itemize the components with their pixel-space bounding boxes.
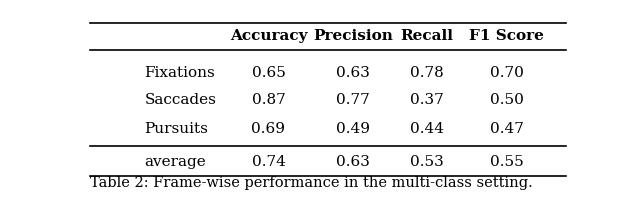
Text: average: average — [145, 155, 206, 169]
Text: 0.63: 0.63 — [336, 155, 370, 169]
Text: 0.53: 0.53 — [410, 155, 444, 169]
Text: Pursuits: Pursuits — [145, 122, 209, 136]
Text: 0.74: 0.74 — [252, 155, 285, 169]
Text: Accuracy: Accuracy — [230, 29, 307, 43]
Text: 0.77: 0.77 — [336, 93, 370, 107]
Text: 0.37: 0.37 — [410, 93, 444, 107]
Text: 0.47: 0.47 — [490, 122, 524, 136]
Text: 0.55: 0.55 — [490, 155, 524, 169]
Text: 0.78: 0.78 — [410, 66, 444, 80]
Text: Table 2: Frame-wise performance in the multi-class setting.: Table 2: Frame-wise performance in the m… — [90, 176, 532, 190]
Text: Fixations: Fixations — [145, 66, 215, 80]
Text: 0.69: 0.69 — [252, 122, 285, 136]
Text: 0.44: 0.44 — [410, 122, 444, 136]
Text: 0.87: 0.87 — [252, 93, 285, 107]
Text: 0.50: 0.50 — [490, 93, 524, 107]
Text: Recall: Recall — [401, 29, 454, 43]
Text: Precision: Precision — [313, 29, 393, 43]
Text: 0.65: 0.65 — [252, 66, 285, 80]
Text: 0.70: 0.70 — [490, 66, 524, 80]
Text: 0.49: 0.49 — [336, 122, 370, 136]
Text: 0.63: 0.63 — [336, 66, 370, 80]
Text: F1 Score: F1 Score — [469, 29, 544, 43]
Text: Saccades: Saccades — [145, 93, 216, 107]
